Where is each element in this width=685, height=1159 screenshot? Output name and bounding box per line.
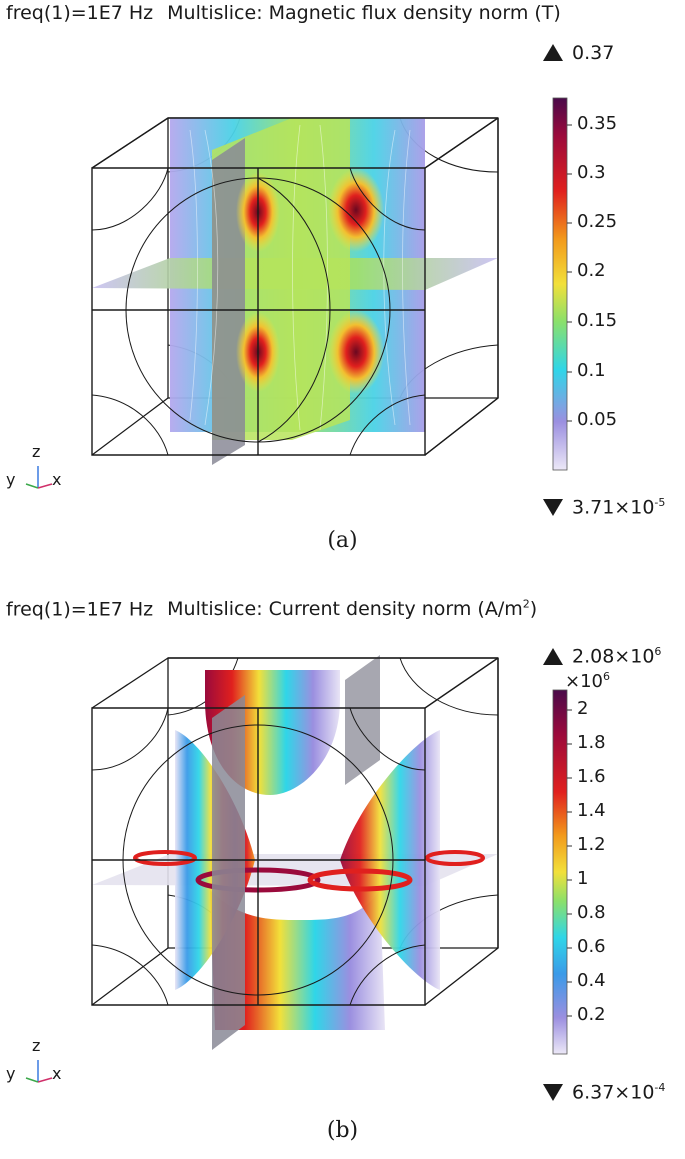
panel-a-max-triangle-icon	[543, 44, 563, 61]
panel-b-max-label: 2.08×106	[572, 645, 661, 667]
panel-b-axis-triad-icon	[25, 1060, 53, 1083]
panel-b-tick: 1.8	[577, 732, 606, 753]
panel-b-colorbar	[552, 689, 568, 1055]
panel-a-tick: 0.35	[577, 113, 618, 134]
panel-b-tick: 0.4	[577, 970, 606, 991]
panel-b-ring	[307, 868, 413, 892]
panel-a-axis-labels: z y x	[0, 440, 80, 500]
panel-a-title: Multislice: Magnetic flux density norm (…	[167, 2, 561, 24]
panel-a-axis-triad-icon	[25, 466, 53, 489]
panel-b-tick: 0.2	[577, 1004, 606, 1025]
panel-b-title-exponent: 2	[522, 598, 530, 611]
panel-b-tick: 2	[577, 698, 589, 719]
panel-a: freq(1)=1E7 Hz Multislice: Magnetic flux …	[0, 0, 685, 575]
panel-b-multiplier-base: ×10	[565, 671, 603, 692]
panel-b-cube-front	[91, 657, 499, 1006]
panel-b-slice-gray	[345, 655, 380, 785]
panel-b-min-exponent: -4	[654, 1081, 666, 1094]
panel-a-cube-front	[91, 117, 499, 456]
panel-b-axis-labels: z y x	[0, 1034, 80, 1094]
axis-y-label: y	[6, 470, 16, 489]
panel-a-hotspot	[328, 310, 384, 394]
panel-b-min-mantissa: 6.37×10	[572, 1081, 655, 1104]
panel-b-plot	[25, 648, 572, 1101]
panel-b-slice-gray	[212, 695, 245, 1050]
panel-b-tick: 1.2	[577, 834, 606, 855]
panel-b-sphere-arcs-front	[91, 707, 426, 1006]
panel-a-header: freq(1)=1E7 Hz Multislice: Magnetic flux …	[6, 2, 561, 24]
panel-b-tick: 1.6	[577, 766, 606, 787]
axis-z-label: z	[32, 442, 41, 461]
panel-a-min-mantissa: 3.71×10	[572, 496, 655, 519]
panel-b-caption: (b)	[326, 1118, 359, 1143]
panel-a-caption: (a)	[327, 528, 358, 553]
panel-b-max-exponent: 6	[654, 645, 662, 658]
panel-b-title: Multislice: Current density norm (A/m2)	[167, 598, 537, 620]
panel-b: freq(1)=1E7 Hz Multislice: Current densit…	[0, 590, 685, 1159]
panel-a-tick: 0.2	[577, 260, 606, 281]
panel-b-tick: 0.6	[577, 936, 606, 957]
panel-a-tick: 0.05	[577, 409, 618, 430]
panel-b-freq-label: freq(1)=1E7 Hz	[6, 598, 154, 621]
panel-a-min-label: 3.71×10-5	[572, 496, 665, 518]
panel-a-colorbar-ticks	[567, 124, 572, 422]
panel-b-tick: 1	[577, 868, 589, 889]
panel-a-colorbar	[552, 97, 568, 471]
axis-x-label: x	[52, 1064, 62, 1083]
panel-a-hotspot	[328, 168, 384, 252]
panel-a-sphere-arcs-front	[91, 167, 426, 456]
panel-a-min-triangle-icon	[543, 499, 563, 516]
panel-a-field-lines	[189, 124, 411, 431]
panel-b-min-triangle-icon	[543, 1084, 563, 1101]
panel-a-tick: 0.15	[577, 310, 618, 331]
panel-a-tick: 0.3	[577, 162, 606, 183]
panel-b-title-close: )	[529, 598, 538, 621]
panel-b-ring	[425, 850, 485, 866]
panel-b-ring	[133, 850, 197, 866]
panel-b-max-mantissa: 2.08×10	[572, 645, 655, 668]
panel-b-tick: 0.8	[577, 902, 606, 923]
panel-b-colorbar-ticks	[567, 709, 572, 1017]
panel-b-tick: 1.4	[577, 800, 606, 821]
panel-b-multiplier: ×106	[565, 670, 610, 692]
panel-b-header: freq(1)=1E7 Hz Multislice: Current densit…	[6, 598, 537, 620]
panel-b-multiplier-exponent: 6	[603, 670, 610, 683]
axis-z-label: z	[32, 1036, 41, 1055]
panel-a-min-exponent: -5	[654, 496, 666, 509]
panel-a-max-label: 0.37	[572, 42, 615, 64]
panel-a-plot	[25, 44, 572, 516]
axis-y-label: y	[6, 1064, 16, 1083]
panel-b-min-label: 6.37×10-4	[572, 1081, 665, 1103]
panel-a-tick: 0.1	[577, 360, 606, 381]
panel-b-title-text: Multislice: Current density norm (A/m	[167, 598, 523, 621]
panel-a-freq-label: freq(1)=1E7 Hz	[6, 2, 154, 24]
panel-b-max-triangle-icon	[543, 648, 563, 665]
axis-x-label: x	[52, 470, 62, 489]
panel-a-tick: 0.25	[577, 211, 618, 232]
